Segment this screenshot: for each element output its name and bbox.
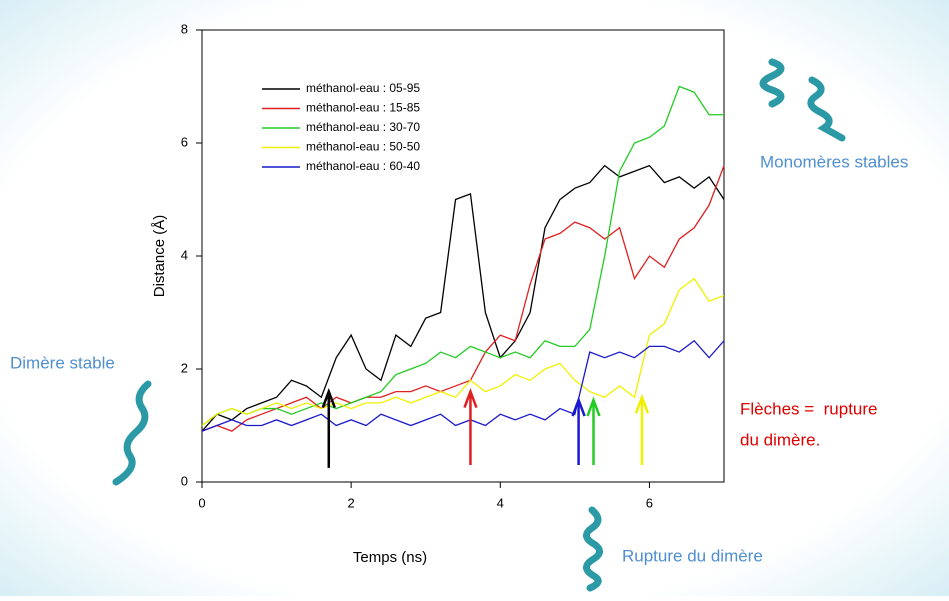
annotation: Rupture du dimère	[622, 546, 763, 565]
legend-label: méthanol-eau : 60-40	[306, 159, 420, 173]
series-line	[201, 164, 725, 432]
x-axis-label: Temps (ns)	[353, 549, 427, 566]
x-tick-label: 2	[348, 495, 355, 510]
annotation: Dimère stable	[10, 353, 115, 372]
helix	[583, 506, 603, 592]
helix-icons	[112, 58, 846, 592]
legend-label: méthanol-eau : 05-95	[306, 81, 420, 95]
series-line	[201, 165, 725, 432]
legend-label: méthanol-eau : 15-85	[306, 101, 420, 115]
annotation: du dimère.	[740, 430, 820, 449]
y-tick-label: 6	[181, 134, 188, 149]
series-line	[201, 85, 724, 427]
helix	[112, 380, 152, 486]
series-line	[201, 339, 725, 432]
arrow-head	[321, 388, 336, 409]
plot-frame	[201, 29, 725, 483]
x-tick-label: 4	[497, 495, 504, 510]
series-line	[201, 277, 725, 427]
arrow-head	[586, 396, 601, 417]
helix	[807, 76, 846, 142]
legend-label: méthanol-eau : 30-70	[306, 120, 420, 134]
y-tick-label: 2	[181, 360, 188, 375]
helix	[759, 58, 785, 108]
annotation: Flèches = rupture	[740, 399, 878, 418]
y-tick-label: 4	[181, 247, 188, 262]
arrow-head	[463, 388, 478, 409]
x-tick-label: 6	[646, 495, 653, 510]
legend-label: méthanol-eau : 50-50	[306, 140, 420, 154]
arrow-head	[634, 393, 650, 414]
arrow-head	[571, 396, 586, 417]
y-axis-label: Distance (Å)	[151, 215, 168, 298]
x-tick-label: 0	[198, 495, 205, 510]
y-tick-label: 0	[181, 473, 188, 488]
annotation: Monomères stables	[760, 152, 908, 171]
y-tick-label: 8	[181, 21, 188, 36]
